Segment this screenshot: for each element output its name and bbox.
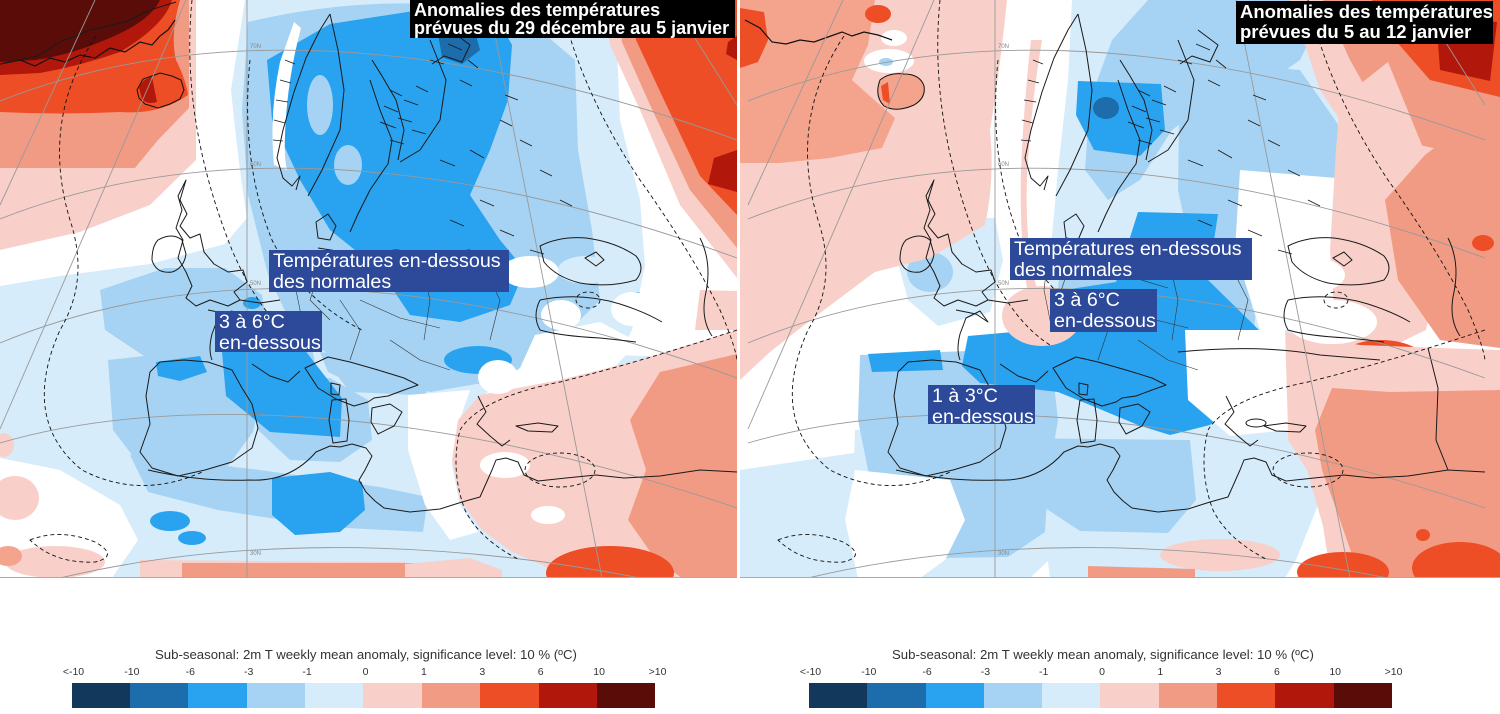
svg-text:40N: 40N <box>250 412 261 418</box>
svg-text:60N: 60N <box>250 162 261 168</box>
svg-text:50N: 50N <box>250 281 261 287</box>
svg-text:30N: 30N <box>250 551 261 557</box>
svg-text:70N: 70N <box>250 44 261 50</box>
